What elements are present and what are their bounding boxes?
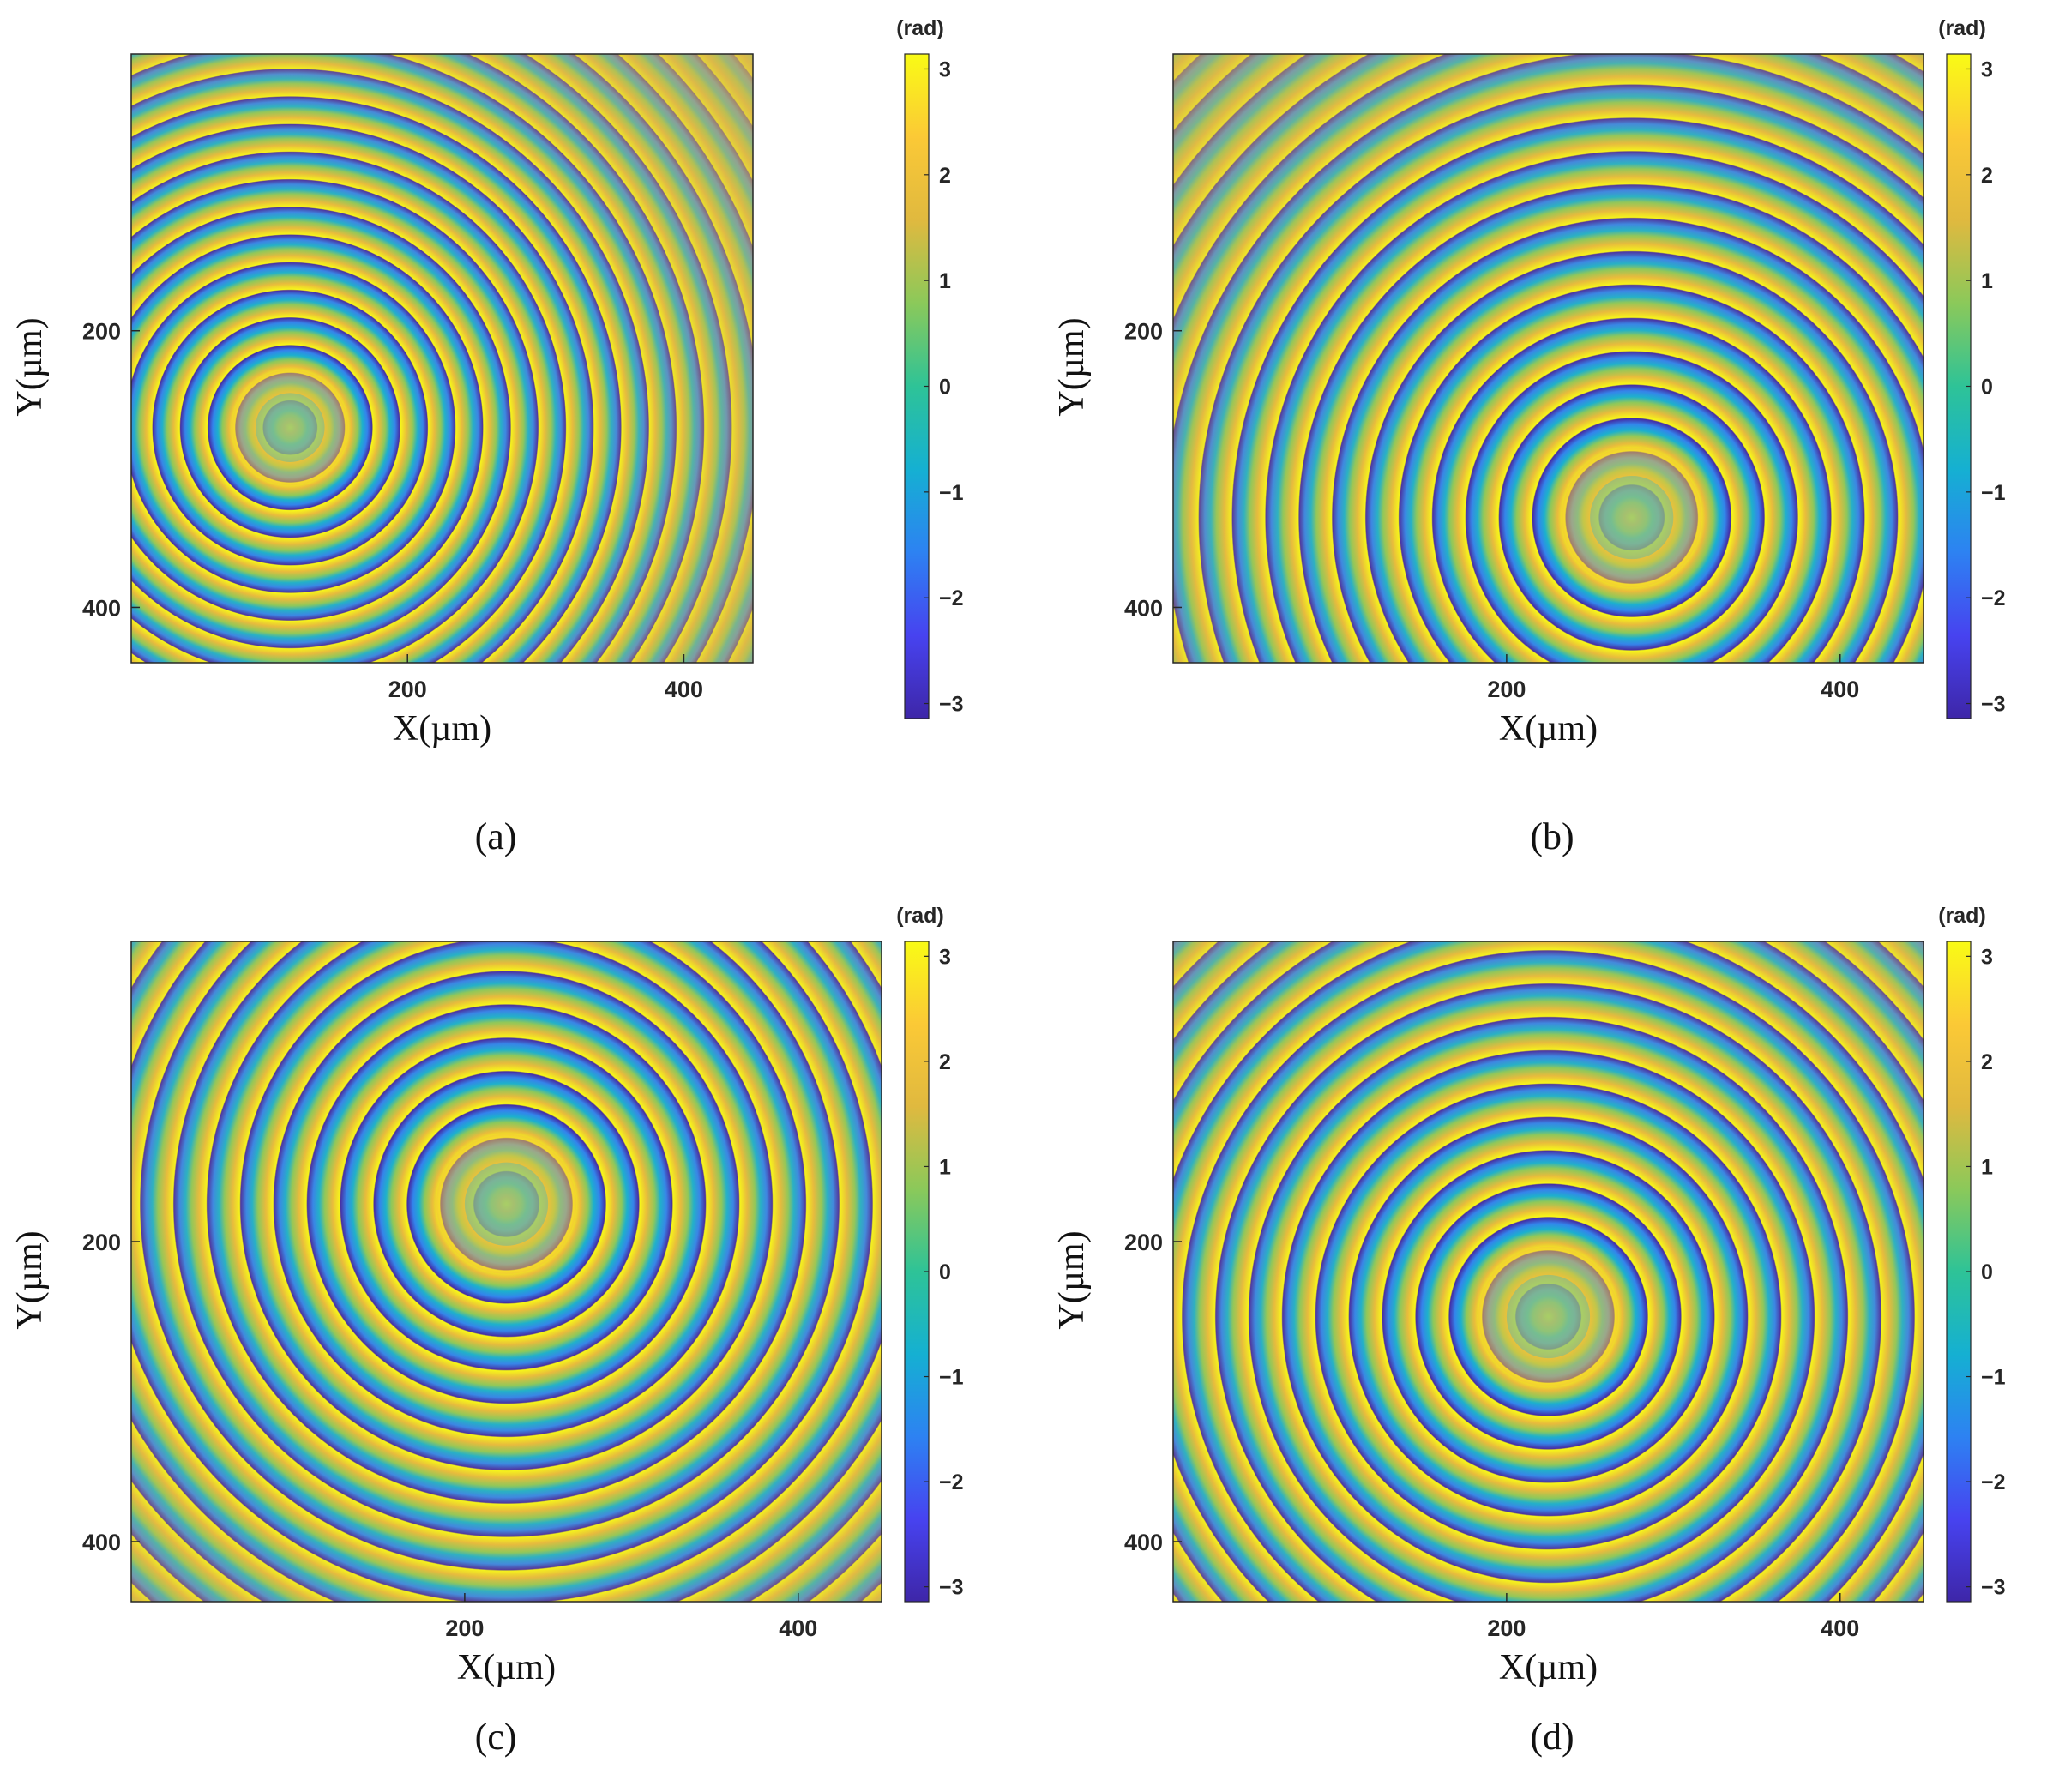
y-axis-label: Y(µm) <box>10 317 50 416</box>
colorbar-tick-label: −2 <box>939 586 964 610</box>
x-axis-label: X(µm) <box>457 1648 556 1687</box>
colorbar-tick-label: −3 <box>1981 1576 2006 1600</box>
y-axis-label: Y(µm) <box>1052 317 1092 416</box>
colorbar-tick-label: −3 <box>1981 693 2006 717</box>
y-axis-label: Y(µm) <box>10 1230 50 1329</box>
phase-map <box>1173 941 1924 1602</box>
colorbar-tick-label: 2 <box>1981 1050 1993 1074</box>
panel-b: 200 400 200 400 X(µm) Y(µm) 3 2 1 0 −1 −2 −3 (rad) (b) <box>1052 16 2006 857</box>
panel-a: 200 400 200 400 X(µm) Y(µm) 3 2 1 0 −1 −2 −3 (rad) (a) <box>10 16 964 857</box>
colorbar-tick-label: −2 <box>939 1470 964 1494</box>
y-tick-label: 200 <box>1124 1230 1163 1255</box>
y-tick-label: 400 <box>82 1530 121 1555</box>
colorbar-tick-label: 1 <box>1981 269 1993 293</box>
x-tick-label: 400 <box>1821 1615 1859 1641</box>
x-axis-label: X(µm) <box>1499 1648 1598 1687</box>
colorbar-tick-label: −2 <box>1981 586 2006 610</box>
y-tick-label: 400 <box>1124 1530 1163 1555</box>
y-axis-label: Y(µm) <box>1052 1230 1092 1329</box>
y-tick-label: 200 <box>82 1230 121 1255</box>
x-tick-label: 400 <box>1821 677 1859 702</box>
colorbar-unit-label: (rad) <box>1938 16 1986 40</box>
colorbar: 3 2 1 0 −1 −2 −3 (rad) <box>1938 904 2006 1603</box>
x-tick-label: 400 <box>665 677 703 702</box>
colorbar-tick-label: 0 <box>939 376 951 400</box>
colorbar-tick-label: −1 <box>939 481 964 505</box>
colorbar-tick-label: 2 <box>939 1050 951 1074</box>
colorbar-tick-label: 3 <box>939 57 951 81</box>
phase-map <box>131 54 753 663</box>
colorbar-tick-label: 2 <box>939 164 951 188</box>
x-axis-label: X(µm) <box>1499 709 1598 749</box>
colorbar-unit-label: (rad) <box>1938 904 1986 928</box>
colorbar-tick-label: 0 <box>939 1260 951 1284</box>
colorbar-unit-label: (rad) <box>896 904 944 928</box>
x-tick-label: 200 <box>1487 1615 1526 1641</box>
x-tick-label: 200 <box>1487 677 1526 702</box>
x-tick-label: 400 <box>779 1615 817 1641</box>
plot-frame <box>130 53 754 664</box>
plot-frame <box>130 941 882 1603</box>
panel-label: (b) <box>1530 815 1574 857</box>
phase-map <box>131 941 882 1602</box>
panel-label: (a) <box>475 815 517 857</box>
colorbar-tick-label: −2 <box>1981 1470 2006 1494</box>
phase-map <box>1173 54 1924 663</box>
panel-label: (c) <box>475 1716 517 1758</box>
panel-c: 200 400 200 400 X(µm) Y(µm) 3 2 1 0 −1 −2 −3 (rad) (c) <box>10 904 964 1758</box>
x-tick-label: 200 <box>388 677 427 702</box>
x-axis-label: X(µm) <box>393 709 491 749</box>
plot-frame <box>1172 53 1924 664</box>
colorbar-tick-label: 1 <box>939 269 951 293</box>
panel-d: 200 400 200 400 X(µm) Y(µm) 3 2 1 0 −1 −2 −3 (rad) (d) <box>1052 904 2006 1758</box>
colorbar-tick-label: −1 <box>1981 1366 2006 1390</box>
colorbar-tick-label: 3 <box>1981 57 1993 81</box>
colorbar-tick-label: 3 <box>939 945 951 969</box>
plot-frame <box>1172 941 1924 1603</box>
y-tick-label: 200 <box>82 319 121 345</box>
colorbar-unit-label: (rad) <box>896 16 944 40</box>
colorbar: 3 2 1 0 −1 −2 −3 (rad) <box>896 904 964 1603</box>
colorbar-tick-label: −1 <box>939 1366 964 1390</box>
y-tick-label: 200 <box>1124 319 1163 345</box>
colorbar: 3 2 1 0 −1 −2 −3 (rad) <box>1938 16 2006 719</box>
colorbar-tick-label: 1 <box>1981 1155 1993 1179</box>
x-tick-label: 200 <box>445 1615 484 1641</box>
colorbar-tick-label: 0 <box>1981 1260 1993 1284</box>
colorbar: 3 2 1 0 −1 −2 −3 (rad) <box>896 16 964 719</box>
colorbar-tick-label: 1 <box>939 1155 951 1179</box>
colorbar-tick-label: 0 <box>1981 376 1993 400</box>
y-tick-label: 400 <box>82 595 121 621</box>
colorbar-tick-label: −3 <box>939 693 964 717</box>
colorbar-tick-label: −3 <box>939 1576 964 1600</box>
colorbar-tick-label: 2 <box>1981 164 1993 188</box>
panel-label: (d) <box>1530 1716 1574 1758</box>
colorbar-tick-label: −1 <box>1981 481 2006 505</box>
y-tick-label: 400 <box>1124 595 1163 621</box>
colorbar-tick-label: 3 <box>1981 945 1993 969</box>
